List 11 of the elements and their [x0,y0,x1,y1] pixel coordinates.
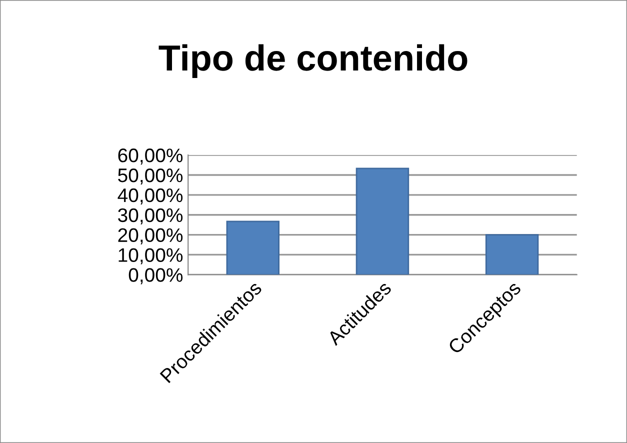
y-tick-label: 20,00% [118,228,183,244]
chart-title: Tipo de contenido [158,44,468,78]
bar [485,234,539,275]
y-tick-label: 0,00% [128,268,183,284]
y-tick-label: 50,00% [118,168,183,185]
bar [226,220,280,275]
y-tick-label: 30,00% [118,208,183,224]
bar [356,168,410,275]
y-tick-label: 10,00% [118,248,183,264]
y-tick-label: 60,00% [118,148,183,165]
y-tick-label: 40,00% [118,188,183,204]
